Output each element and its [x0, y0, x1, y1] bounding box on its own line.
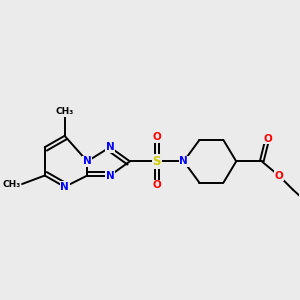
Text: N: N: [60, 182, 69, 192]
Text: S: S: [152, 155, 161, 168]
Text: O: O: [263, 134, 272, 144]
Text: CH₃: CH₃: [56, 107, 74, 116]
Text: O: O: [152, 181, 161, 190]
Text: N: N: [179, 156, 188, 166]
Text: N: N: [83, 156, 92, 166]
Text: N: N: [106, 170, 114, 181]
Text: O: O: [152, 132, 161, 142]
Text: CH₃: CH₃: [2, 179, 21, 188]
Text: O: O: [274, 170, 283, 181]
Text: N: N: [106, 142, 114, 152]
